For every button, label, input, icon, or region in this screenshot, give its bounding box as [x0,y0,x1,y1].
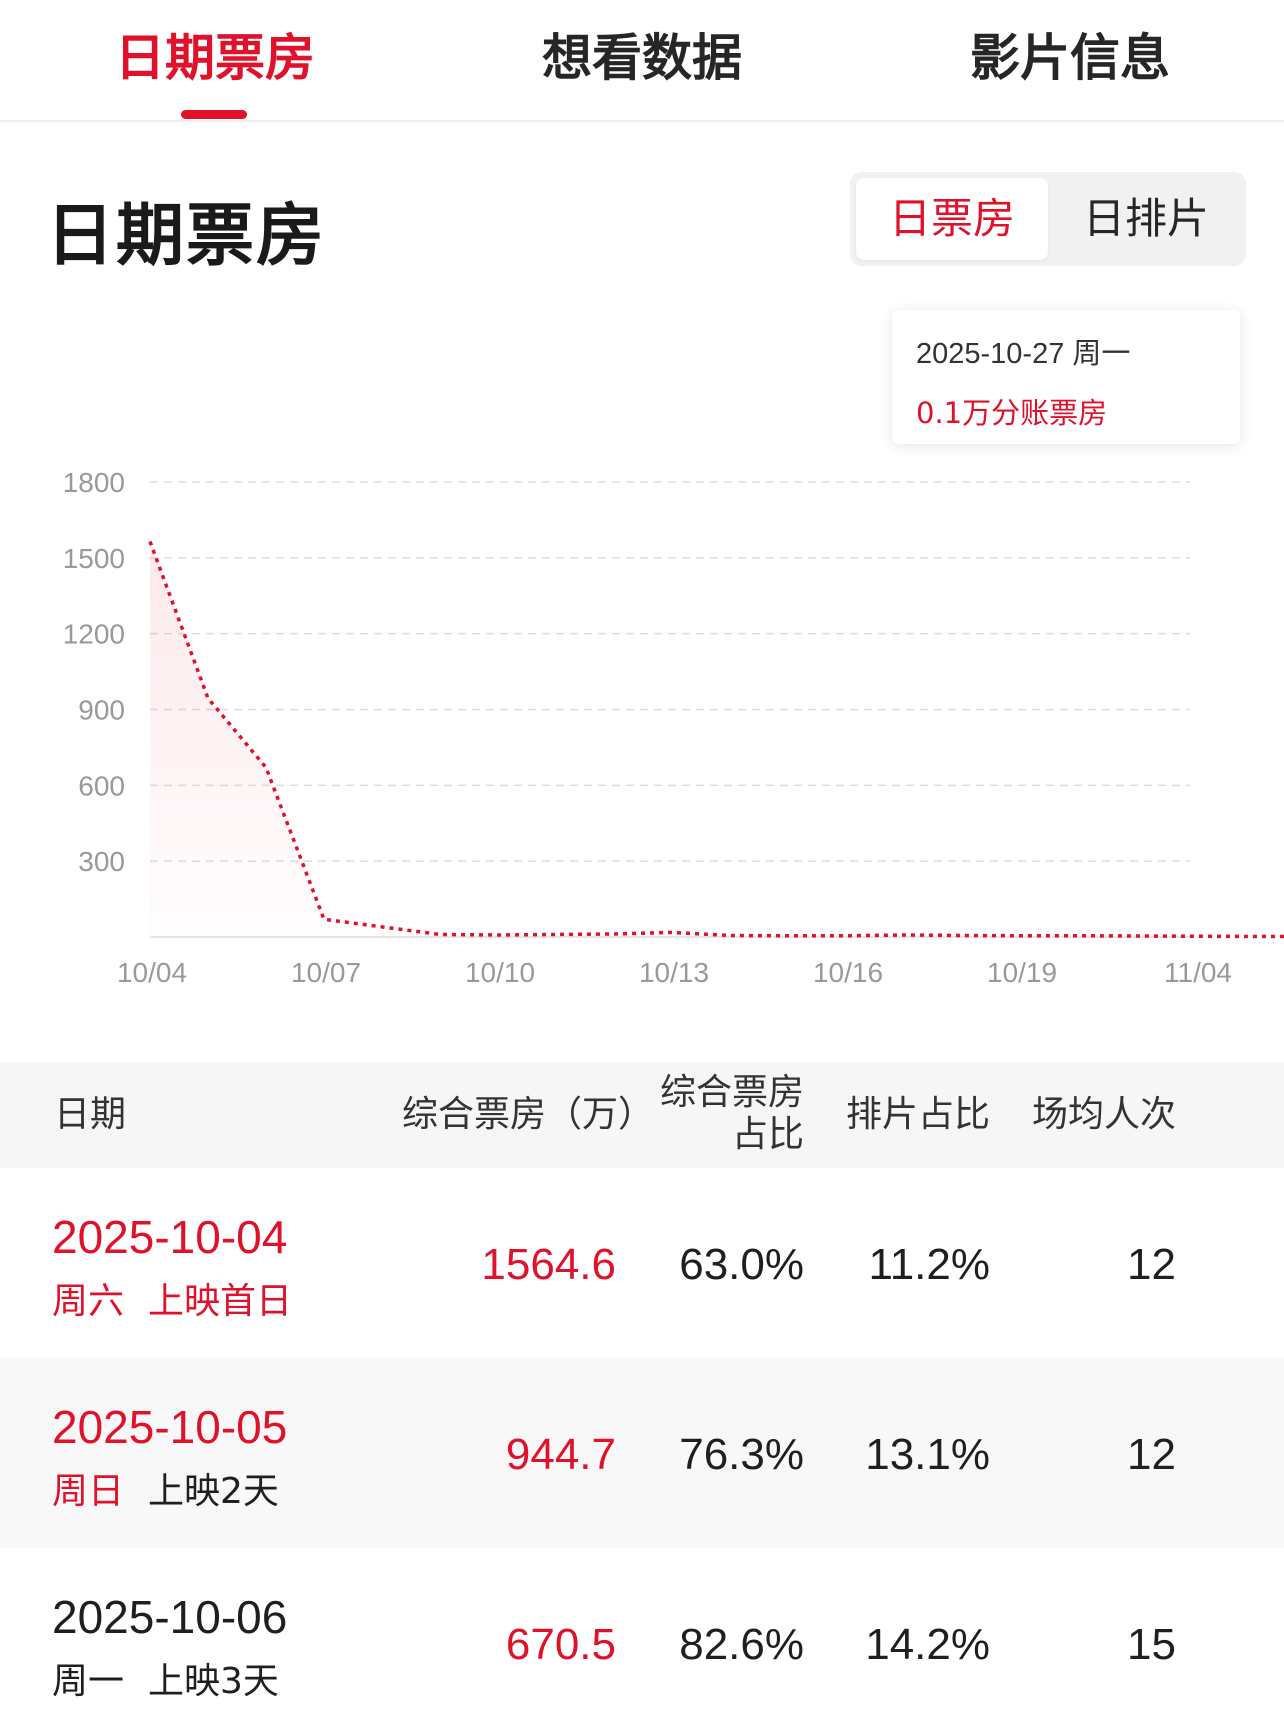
y-tick-label: 300 [78,846,125,877]
row-release-day: 上映首日 [148,1281,293,1322]
row-box-share: 63.0% [679,1240,804,1289]
section-title: 日期票房 [46,197,327,276]
series-line [148,540,1284,939]
row-subtitle: 周日 上映2天 [52,1462,279,1514]
x-tick-label: 10/10 [465,957,535,988]
box-office-chart[interactable]: 300 600 900 1200 1500 1800 10/04 10/07 10/10 10/… [0,290,1284,1010]
row-schedule-share: 14.2% [865,1620,990,1669]
view-toggle: 日票房 日排片 [850,172,1246,266]
row-avg-attendance: 12 [1127,1430,1176,1479]
y-tick-label: 900 [78,695,125,726]
row-schedule-share: 11.2% [868,1240,991,1289]
row-subtitle: 周一 上映3天 [52,1652,279,1704]
table-row[interactable]: 2025-10-04 周六 上映首日 1564.6 63.0% 11.2% 12 [0,1168,1284,1358]
header-avg-attendance: 场均人次 [1032,1094,1177,1135]
active-tab-indicator [181,110,247,119]
row-box-office: 670.5 [505,1620,616,1669]
row-date: 2025-10-05 [52,1401,288,1453]
tab-want-to-see[interactable]: 想看数据 [542,29,742,87]
header-box-office: 综合票房（万） [402,1094,655,1135]
y-tick-label: 1500 [63,543,125,574]
row-avg-attendance: 12 [1127,1240,1176,1289]
row-release-day: 上映2天 [148,1471,279,1512]
row-box-share: 82.6% [679,1620,804,1669]
toggle-daily-schedule[interactable]: 日排片 [1082,194,1209,243]
y-tick-label: 1800 [63,467,125,498]
table-row[interactable]: 2025-10-05 周日 上映2天 944.7 76.3% 13.1% 12 [0,1358,1284,1548]
x-tick-label: 10/07 [291,957,361,988]
table-row[interactable]: 2025-10-06 周一 上映3天 670.5 82.6% 14.2% 15 [0,1548,1284,1729]
header-share: 综合票房 占比 [600,1072,804,1156]
chart-tooltip: 2025-10-27 周一 0.1万分账票房 [892,310,1240,444]
row-subtitle: 周六 上映首日 [52,1272,292,1324]
chart-svg: 300 600 900 1200 1500 1800 10/04 10/07 10/10 10/… [63,467,1284,988]
tab-movie-info[interactable]: 影片信息 [970,29,1170,87]
y-tick-label: 1200 [63,619,125,650]
tab-date-box-office[interactable]: 日期票房 [115,29,315,87]
row-weekday: 周日 [52,1471,125,1512]
header-date: 日期 [54,1094,127,1135]
tooltip-value: 0.1万分账票房 [916,396,1108,430]
toggle-daily-box-office[interactable]: 日票房 [856,178,1048,260]
series-area [150,541,1284,937]
x-tick-label: 10/19 [987,957,1057,988]
x-tick-label: 10/04 [117,957,187,988]
row-release-day: 上映3天 [148,1661,279,1702]
header-share-line1: 综合票房 [659,1072,804,1113]
row-weekday: 周六 [52,1281,125,1322]
row-schedule-share: 13.1% [865,1430,990,1479]
header-schedule-share: 排片占比 [846,1094,991,1135]
row-box-share: 76.3% [679,1430,804,1479]
x-tick-label: 11/04 [1164,957,1232,988]
x-tick-label: 10/13 [639,957,709,988]
row-weekday: 周一 [52,1661,125,1702]
header-share-line2: 占比 [731,1114,804,1155]
row-box-office: 944.7 [505,1430,616,1479]
row-date: 2025-10-04 [52,1211,288,1263]
row-date: 2025-10-06 [52,1591,288,1643]
top-tab-bar: 日期票房 想看数据 影片信息 [0,0,1284,122]
table-header: 日期 综合票房（万） 综合票房 占比 排片占比 场均人次 [0,1062,1284,1168]
y-tick-label: 600 [78,770,125,801]
tooltip-date: 2025-10-27 周一 [916,338,1131,370]
row-avg-attendance: 15 [1127,1620,1176,1669]
row-box-office: 1564.6 [481,1240,616,1289]
x-tick-label: 10/16 [813,957,883,988]
